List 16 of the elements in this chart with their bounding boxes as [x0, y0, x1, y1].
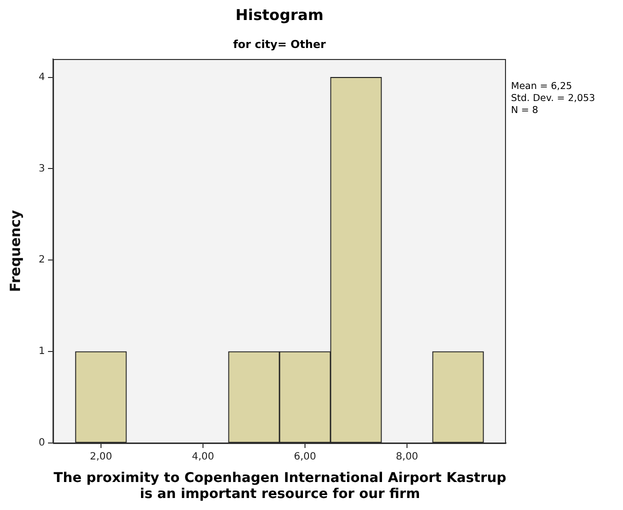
text: Mean = 6,25 — [511, 81, 574, 93]
chart-subtitle: for city= Other — [232, 38, 327, 51]
x-tick-label: 6,00 — [294, 452, 316, 463]
y-tick-label: 4 — [38, 72, 45, 83]
y-tick-label: 0 — [38, 438, 45, 449]
chart-title: Histogram — [234, 6, 324, 24]
text: Std. Dev. = 2,053 — [511, 93, 596, 105]
y-tick-label: 1 — [38, 346, 45, 358]
y-tick-label: 2 — [38, 254, 45, 266]
y-tick-label: 3 — [38, 163, 45, 174]
x-axis-title: The proximity to Copenhagen International Airport Kastrup is an important resource for our firm — [52, 470, 508, 502]
x-tick-label: 8,00 — [396, 452, 418, 463]
y-axis-title: Frequency — [8, 210, 24, 292]
x-tick-label: 4,00 — [192, 452, 214, 463]
text: N = 8 — [511, 105, 540, 117]
x-tick-label: 2,00 — [90, 452, 112, 463]
